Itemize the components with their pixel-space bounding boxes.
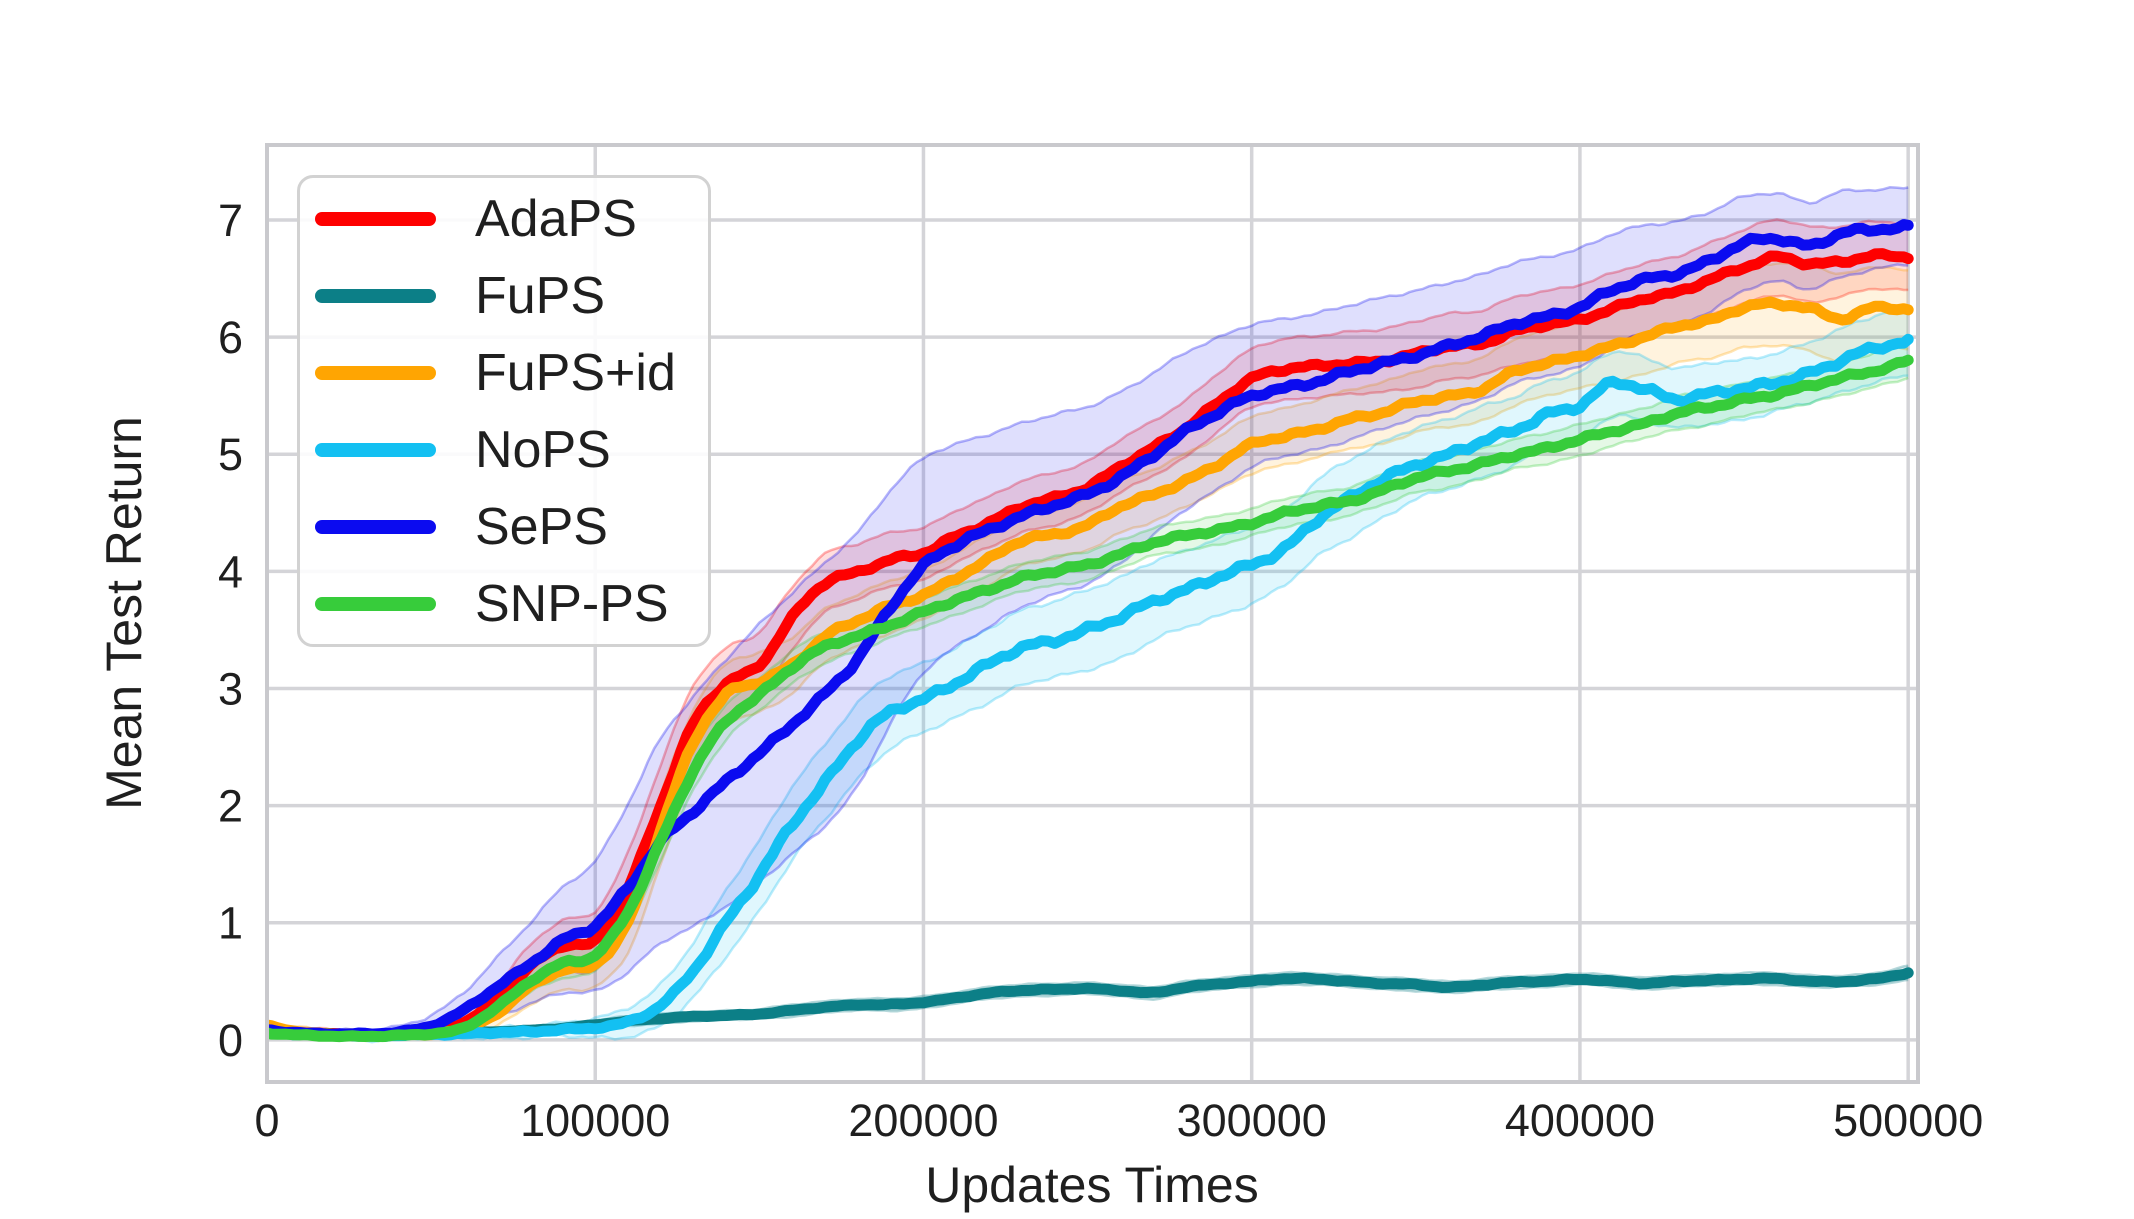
x-tick-label: 200000: [848, 1095, 998, 1146]
band-lower-edge-FuPS+id: [267, 343, 1909, 1043]
legend-item-fups: FuPS: [300, 257, 708, 334]
y-tick-label: 7: [218, 195, 243, 246]
legend-item-label: SePS: [475, 497, 608, 556]
x-tick-label: 500000: [1833, 1095, 1983, 1146]
legend-line-swatch: [315, 365, 436, 380]
legend-item-label: SNP-PS: [475, 574, 669, 633]
band-SNP-PS: [267, 344, 1909, 1041]
legend-line-swatch: [315, 519, 436, 534]
line-SNP-PS: [267, 354, 1914, 1043]
y-tick-label: 3: [218, 664, 243, 715]
y-tick-label: 2: [218, 781, 243, 832]
x-tick-label: 400000: [1505, 1095, 1655, 1146]
y-tick-label: 4: [218, 546, 243, 597]
y-tick-label: 0: [218, 1015, 243, 1066]
legend-item-seps: SePS: [300, 488, 708, 565]
y-tick-label: 1: [218, 898, 243, 949]
legend-line-swatch: [315, 596, 436, 611]
x-tick-label: 100000: [520, 1095, 670, 1146]
line-NoPS: [267, 333, 1914, 1042]
y-axis-label: Mean Test Return: [96, 416, 152, 810]
legend-item-adaps: AdaPS: [300, 180, 708, 257]
x-tick-label: 0: [254, 1095, 279, 1146]
line-SePS: [267, 219, 1914, 1040]
band-NoPS: [267, 305, 1909, 1043]
legend-item-fups-id: FuPS+id: [300, 334, 708, 411]
plot-border: [265, 143, 1920, 1084]
legend-line-swatch: [315, 288, 436, 303]
x-axis-label: Updates Times: [925, 1157, 1259, 1213]
legend-line-swatch: [315, 211, 436, 226]
band-upper-edge-AdaPS: [267, 218, 1909, 1033]
band-FuPS+id: [267, 262, 1909, 1042]
y-tick-label: 6: [218, 312, 243, 363]
tick-labels: 0 100000 200000 300000 400000 500000 0 1 2 3 4 5 6 7: [218, 195, 1983, 1146]
x-tick-label: 300000: [1177, 1095, 1327, 1146]
legend-item-snp-ps: SNP-PS: [300, 565, 708, 642]
legend-item-nops: NoPS: [300, 411, 708, 488]
band-upper-edge-SePS: [267, 186, 1909, 1033]
legend-item-label: NoPS: [475, 420, 611, 479]
y-tick-label: 5: [218, 429, 243, 480]
legend-item-label: FuPS: [475, 266, 606, 325]
series-lines: [267, 219, 1914, 1043]
legend-item-label: AdaPS: [475, 189, 637, 248]
band-AdaPS: [267, 219, 1909, 1041]
legend-line-swatch: [315, 442, 436, 457]
legend: AdaPS FuPS FuPS+id NoPS SePS SNP-PS: [297, 175, 711, 647]
legend-item-label: FuPS+id: [475, 343, 676, 402]
